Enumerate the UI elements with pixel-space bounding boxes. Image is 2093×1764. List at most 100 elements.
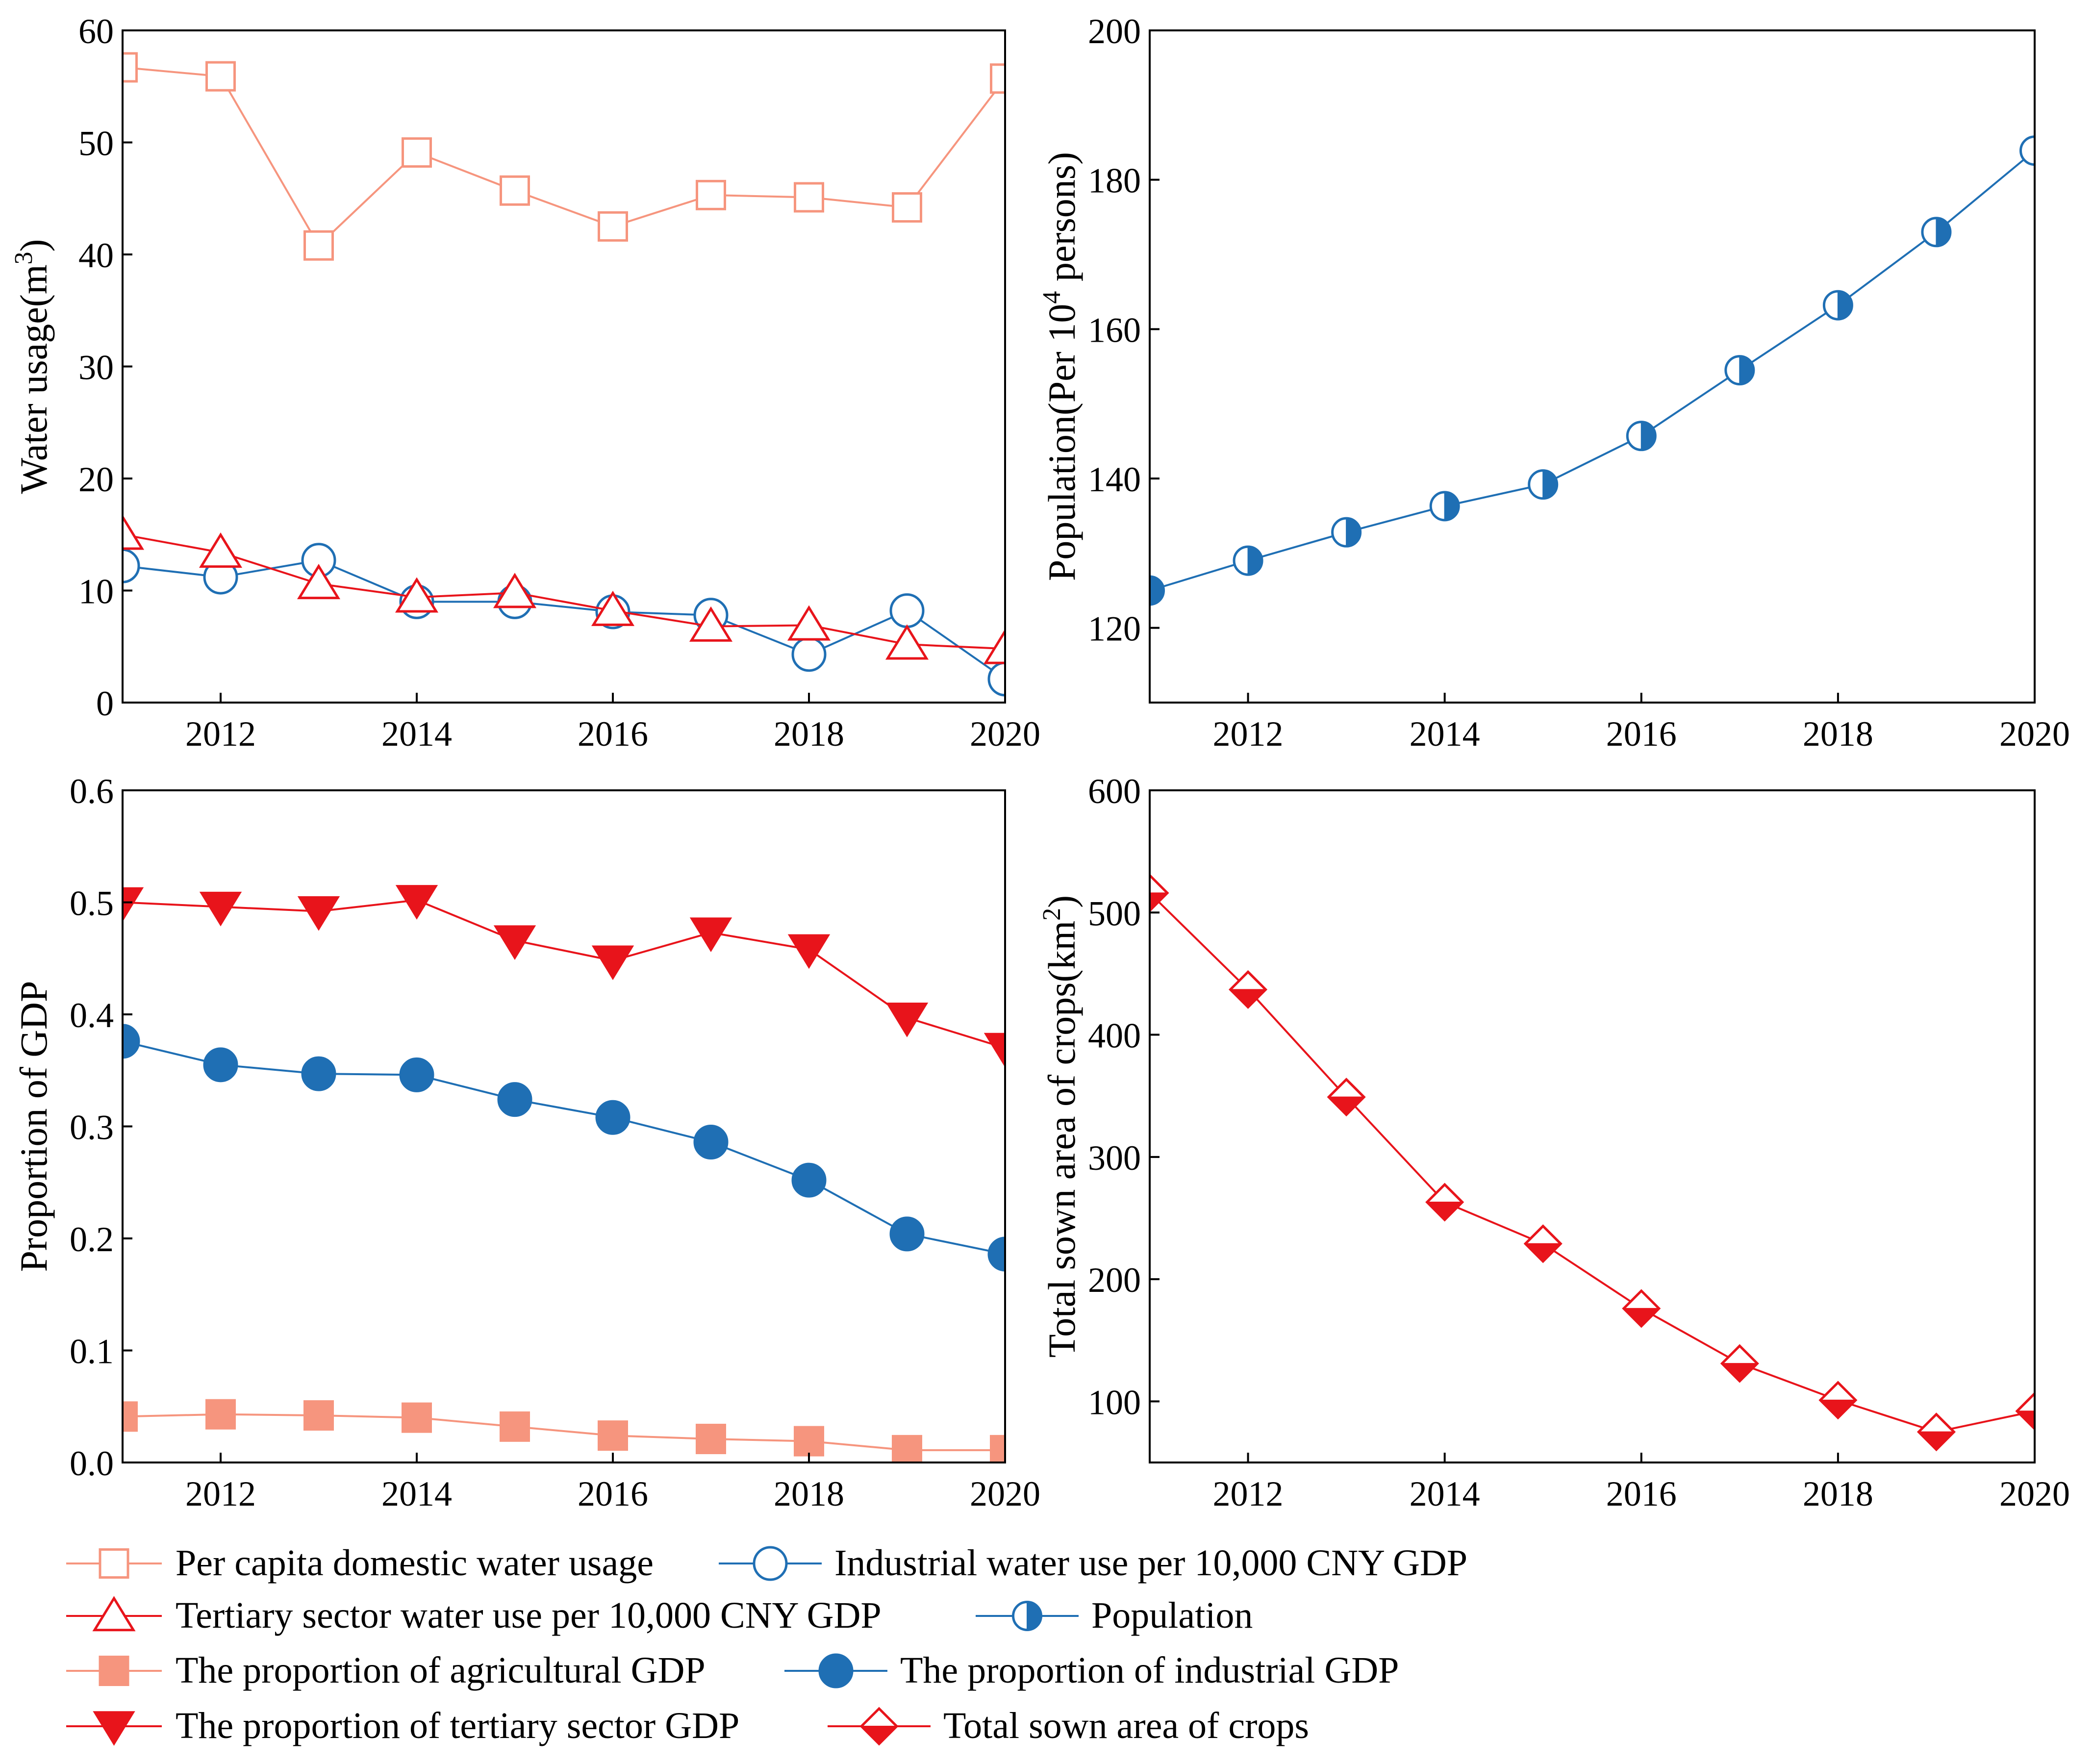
data-point-population-2012 <box>1233 545 1263 576</box>
y-axis-label-superscript: 2 <box>1038 908 1066 921</box>
y-axis-label: Proportion of GDP <box>12 981 55 1272</box>
data-point-domestic-2018 <box>794 182 824 213</box>
data-point-ter_gdp-2015 <box>493 925 536 960</box>
marker-fill <box>1444 491 1460 521</box>
y-tick-label: 160 <box>1088 310 1141 350</box>
data-point-population-2014 <box>1429 491 1460 522</box>
x-tick-label: 2016 <box>578 714 648 754</box>
data-point-sown-2018 <box>1818 1381 1858 1420</box>
y-tick-label: 180 <box>1088 161 1141 201</box>
data-point-domestic-2019 <box>892 192 922 223</box>
marker-fill <box>860 1726 898 1745</box>
marker-fill <box>1229 989 1267 1008</box>
x-tick-label: 2014 <box>1410 714 1480 754</box>
series-tertiary <box>122 514 1006 664</box>
y-axis-label-superscript: 3 <box>10 252 38 264</box>
marker-fill <box>1346 518 1361 547</box>
y-tick-label: 0.4 <box>70 996 114 1035</box>
x-tick-label: 2012 <box>1213 714 1284 754</box>
legend-label: Industrial water use per 10,000 CNY GDP <box>834 1542 1467 1584</box>
data-point-population-2015 <box>1528 469 1559 500</box>
series-line-agri_gdp <box>122 1413 1005 1451</box>
x-tick-label: 2016 <box>1606 1474 1677 1513</box>
data-point-ind_gdp-2015 <box>497 1082 532 1117</box>
x-tick-label: 2014 <box>1410 1474 1480 1513</box>
data-point-sown-2012 <box>1229 970 1268 1009</box>
data-point-sown-2016 <box>1622 1289 1661 1328</box>
y-axis-label-end: ) <box>1040 895 1083 908</box>
data-point-tertiary-2014 <box>395 577 439 613</box>
data-point-agri_gdp-2012 <box>205 1399 236 1430</box>
y-tick-label: 0.5 <box>70 884 114 923</box>
marker-fill <box>1917 1431 1955 1451</box>
data-point-industrial-2018 <box>791 637 827 672</box>
y-tick-label: 0 <box>96 684 114 723</box>
series-line-domestic <box>122 66 1006 247</box>
legend-label: The proportion of industrial GDP <box>900 1650 1399 1691</box>
legend-item-industrial: Industrial water use per 10,000 CNY GDP <box>719 1542 1467 1584</box>
marker-fill <box>1837 291 1853 320</box>
legend-marker-icon <box>753 1546 788 1581</box>
y-axis-label-main: Proportion of GDP <box>12 981 55 1272</box>
x-tick-label: 2012 <box>185 714 256 754</box>
marker-fill <box>1640 421 1656 451</box>
series-agri_gdp <box>122 1399 1006 1463</box>
data-point-ter_gdp-2012 <box>199 891 242 927</box>
legend-label: The proportion of tertiary sector GDP <box>176 1705 739 1746</box>
legend: Per capita domestic water usage Industria… <box>66 1542 1467 1746</box>
data-point-ind_gdp-2016 <box>595 1100 630 1135</box>
marker-fill <box>1936 217 1951 247</box>
plot-area <box>1149 873 2036 1452</box>
legend-item-sown: Total sown area of crops <box>828 1705 1309 1746</box>
data-point-agri_gdp-2018 <box>794 1426 824 1457</box>
y-axis-label: Population(Per 104 persons) <box>1038 152 1083 581</box>
data-point-tertiary-2018 <box>787 605 831 641</box>
y-tick-label: 140 <box>1088 460 1141 499</box>
y-tick-label: 40 <box>78 236 114 275</box>
axes-frame <box>122 789 1006 1463</box>
legend-item-tertiary: Tertiary sector water use per 10,000 CNY… <box>66 1595 882 1636</box>
data-point-domestic-2014 <box>402 137 432 168</box>
series-population <box>1149 135 2036 606</box>
data-point-agri_gdp-2015 <box>500 1411 530 1442</box>
marker-fill <box>1247 546 1262 576</box>
data-point-agri_gdp-2019 <box>892 1435 922 1463</box>
legend-item-ind_gdp: The proportion of industrial GDP <box>784 1650 1399 1691</box>
data-point-tertiary-2016 <box>591 590 635 626</box>
series-line-ter_gdp <box>122 899 1006 1049</box>
data-point-sown-2013 <box>1327 1078 1366 1117</box>
x-tick-label: 2020 <box>1999 1474 2070 1513</box>
gdp-proportion-chart: 2012 2014 2016 2018 2020 0.0 0.1 0.2 0.3 0.4 0.5 0.… <box>12 772 1040 1513</box>
x-tick-label: 2018 <box>1803 714 1873 754</box>
y-tick-label: 0.0 <box>70 1444 114 1483</box>
axes-frame <box>1149 29 2036 704</box>
data-point-ind_gdp-2017 <box>693 1124 729 1159</box>
data-point-domestic-2016 <box>598 211 628 242</box>
data-point-domestic-2012 <box>205 61 236 92</box>
data-point-sown-2014 <box>1425 1183 1464 1222</box>
series-line-population <box>1149 150 2036 592</box>
x-tick-label: 2018 <box>774 714 844 754</box>
y-tick-label: 200 <box>1088 12 1141 51</box>
data-point-sown-2015 <box>1523 1224 1563 1263</box>
data-point-domestic-2017 <box>696 179 726 210</box>
y-tick-label: 300 <box>1088 1138 1141 1178</box>
data-point-ter_gdp-2019 <box>885 1003 929 1037</box>
legend-marker-icon <box>99 1548 129 1579</box>
data-point-tertiary-2015 <box>493 573 537 608</box>
x-tick-label: 2020 <box>1999 714 2070 754</box>
series-line-sown <box>1149 892 2035 1433</box>
x-tick-label: 2012 <box>1213 1474 1284 1513</box>
marker-fill <box>2034 136 2036 165</box>
x-tick-label: 2020 <box>970 714 1040 754</box>
data-point-domestic-2013 <box>303 230 334 261</box>
data-point-agri_gdp-2014 <box>402 1402 432 1433</box>
y-tick-label: 120 <box>1088 609 1141 649</box>
marker-fill <box>1524 1243 1562 1262</box>
data-point-ind_gdp-2018 <box>791 1162 827 1198</box>
legend-label: Tertiary sector water use per 10,000 CNY… <box>176 1595 882 1636</box>
marker-fill <box>1027 1601 1042 1631</box>
y-axis-label-end: ) <box>12 239 55 252</box>
y-axis-label-main: Total sown area of crops(km <box>1040 921 1083 1358</box>
marker-fill <box>1542 470 1558 499</box>
